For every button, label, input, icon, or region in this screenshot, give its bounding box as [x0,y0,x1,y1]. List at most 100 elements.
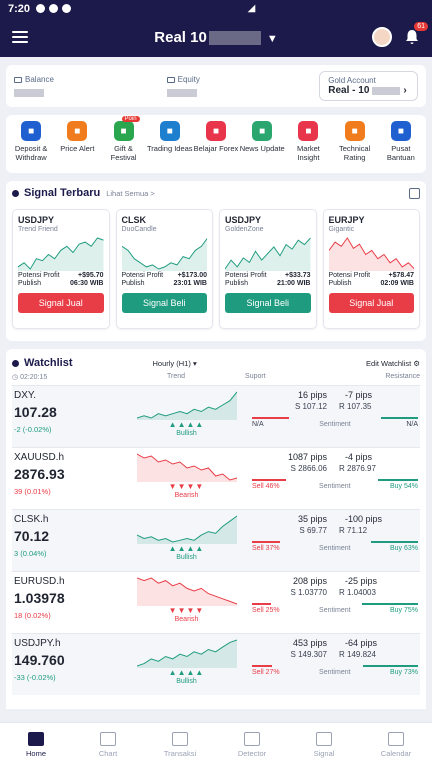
support-pips: 1087 pips [287,452,327,462]
nav-item-home[interactable]: Home [0,723,72,766]
signal-card[interactable]: USDJPY GoldenZone Potensi Profit +$33.73 Pub… [219,209,317,329]
price-change: 3 (0.04%) [14,549,47,558]
sentiment-label: Sentiment [319,421,351,428]
headset-icon: ■ [390,121,411,141]
publish-row: Publish 21:00 WIB [225,280,311,287]
watchlist-row[interactable]: EURUSD.h 1.03978 18 (0.02%) ▼▼▼▼ Bearish 208 … [12,571,420,633]
watchlist-row[interactable]: XAUUSD.h 2876.93 39 (0.01%) ▼▼▼▼ Bearish 1087… [12,447,420,509]
pips-row: 453 pips -64 pips [252,638,418,648]
levels-row: S 149.307 R 149.824 [252,650,418,659]
watchlist-row[interactable]: CLSK.h 70.12 3 (0.04%) ▲▲▲▲ Bullish 35 pips -1… [12,509,420,571]
notification-bell-icon[interactable]: 61 [404,22,428,45]
menu-item[interactable]: ■ Belajar Forex [193,121,239,173]
masked-account-number [208,30,261,45]
promo-badge: Poin [121,116,140,122]
menu-item[interactable]: ■ Market Insight [285,121,331,173]
caret-down-icon: ▾ [192,358,197,368]
instrument-info: XAUUSD.h 2876.93 39 (0.01%) [14,452,129,505]
support-column-header: Suport [245,373,266,380]
menu-item-label: Trading Ideas [146,144,193,153]
masked-balance-value [14,89,44,97]
watchlist-row[interactable]: DXY. 107.28 -2 (-0.02%) ▲▲▲▲ Bullish 16 pips -… [12,385,420,447]
hamburger-menu-icon[interactable] [12,31,28,43]
gift-icon: ■ [113,121,134,141]
account-switcher[interactable]: Real 10 ▼ [0,29,432,46]
signal-card[interactable]: USDJPY Trend Friend Potensi Profit +$95.70 P… [12,209,110,329]
menu-item[interactable]: ■ Technical Rating [332,121,378,173]
nav-item-detector[interactable]: Detector [216,723,288,766]
pips-row: 35 pips -100 pips [252,514,418,524]
book-icon: ■ [205,121,226,141]
signal-card[interactable]: EURJPY Gigantic Potensi Profit +$78.47 Publi… [322,209,420,329]
menu-item[interactable]: ■ Deposit & Withdraw [8,121,54,173]
trend-strength-icon: ▲▲▲▲ [168,420,205,429]
latest-signals-section: Signal Terbaru Lihat Semua > USDJPY Trend… [6,181,426,341]
watchlist-section: Watchlist Hourly (H1) ▾ Edit Watchlist ⚙… [6,349,426,709]
menu-item-label: Belajar Forex [193,144,239,153]
sentiment-row: N/A Sentiment N/A [252,421,418,428]
publish-label: Publish [18,280,41,287]
support-level: S 69.77 [299,526,327,535]
sell-sentiment: Sell 37% [252,545,280,552]
signal-pair: EURJPY [328,215,365,225]
trend-strength-icon: ▼▼▼▼ [168,606,205,615]
bottom-navigation: Home Chart Transaksi Detector Signal Calendar [0,722,432,766]
gold-account-button[interactable]: Gold Account Real - 10 › [319,71,418,101]
signal-sell-button[interactable]: Signal Jual [328,293,414,313]
trend-label: Bullish [176,554,197,561]
signal-pair: USDJPY [225,215,262,225]
nav-item-signal[interactable]: Signal [288,723,360,766]
menu-item[interactable]: ■ Price Alert [54,121,100,173]
timeframe-dropdown[interactable]: Hourly (H1) ▾ [153,359,197,368]
quick-menu: ■ Deposit & Withdraw ■ Price Alert ■ Poin Gift… [6,115,426,173]
status-time: 7:20 [8,2,31,15]
menu-item[interactable]: ■ News Update [239,121,285,173]
nav-label: Chart [98,748,118,758]
sell-sentiment: N/A [252,421,264,428]
menu-item[interactable]: ■ Pusat Bantuan [378,121,424,173]
buy-sentiment-fill [380,417,418,419]
buy-sentiment-fill [363,665,418,667]
see-all-signals-link[interactable]: Lihat Semua > [106,188,155,198]
gold-account-value: Real - 10 [328,85,370,96]
menu-item-label: Gift & Festival [110,144,137,162]
signal-buy-button[interactable]: Signal Beli [121,293,207,313]
sentiment-label: Sentiment [319,669,351,676]
resistance-column-header: Resistance [385,373,420,380]
nav-label: Home [25,748,46,758]
profit-label: Potensi Profit [121,272,164,279]
rating-icon: ■ [344,121,365,141]
nav-item-chart[interactable]: Chart [72,723,144,766]
chart-icon: ■ [159,121,180,141]
sell-sentiment: Sell 46% [252,483,280,490]
sell-sentiment-fill [252,417,290,419]
resistance-level: R 1.04003 [339,588,376,597]
signal-icon [316,731,332,746]
watchlist-row[interactable]: USDJPY.h 149.760 -33 (-0.02%) ▲▲▲▲ Bullish 45… [12,633,420,695]
equity-icon [166,76,175,83]
profit-label: Potensi Profit [328,272,371,279]
watchlist-title: Watchlist [24,357,73,369]
signal-buy-button[interactable]: Signal Beli [225,293,311,313]
sentiment-label: Sentiment [319,607,351,614]
menu-item[interactable]: ■ Poin Gift & Festival [100,116,146,173]
status-bar: 7:20 ▾ ◢ ▮ [0,0,432,28]
trend-sparkline [136,639,237,668]
nav-item-transaksi[interactable]: Transaksi [144,723,216,766]
sell-sentiment-fill [252,665,273,667]
signal-sell-button[interactable]: Signal Jual [18,293,104,313]
filter-icon[interactable] [409,187,420,199]
bars-icon: ■ [298,121,319,141]
price-change: 18 (0.02%) [14,611,51,620]
balance-block: Balance [14,75,167,97]
pips-row: 16 pips -7 pips [252,390,418,400]
edit-watchlist-button[interactable]: Edit Watchlist ⚙ [366,359,420,368]
nav-item-calendar[interactable]: Calendar [360,723,432,766]
signal-card[interactable]: CLSK DuoCandle Potensi Profit +$173.00 Publi… [115,209,213,329]
menu-item[interactable]: ■ Trading Ideas [147,121,193,173]
avatar[interactable] [372,27,392,47]
gold-account-label: Gold Account [328,76,376,85]
levels-row: S 1.03770 R 1.04003 [252,588,418,597]
resistance-level: R 149.824 [339,650,376,659]
nav-label: Transaksi [163,748,197,758]
